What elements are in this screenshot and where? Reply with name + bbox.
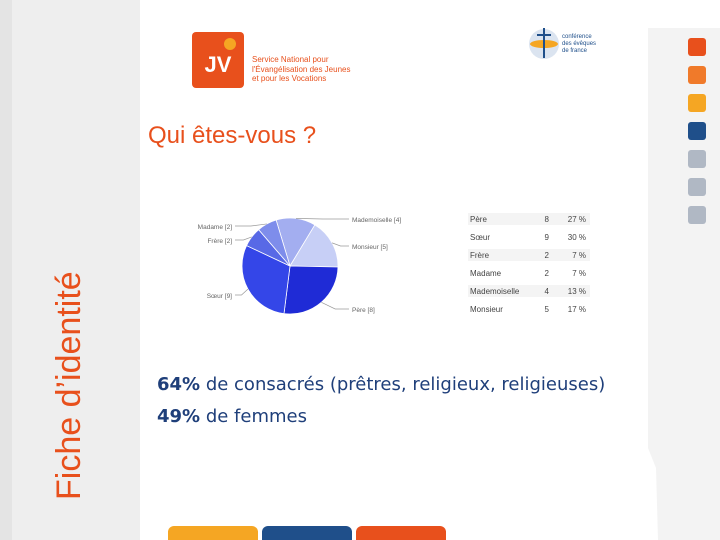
callout-line — [296, 218, 349, 220]
callout-line — [235, 223, 267, 227]
jv-logo: JV — [192, 32, 244, 88]
table-count: 5 — [545, 305, 550, 314]
stat-text: de consacrés (prêtres, religieux, religi… — [200, 374, 606, 395]
table-row-bg — [468, 213, 590, 225]
table-row-bg — [468, 231, 590, 243]
pie-slice — [283, 265, 339, 315]
bottom-color-bar — [356, 526, 446, 540]
stat-line-consacres: 64% de consacrés (prêtres, religieux, re… — [157, 374, 605, 395]
table-category: Frère — [470, 251, 490, 260]
accent-square — [688, 206, 706, 224]
table-row-bg — [468, 267, 590, 279]
accent-square — [688, 122, 706, 140]
stat-line-femmes: 49% de femmes — [157, 406, 307, 427]
jv-logo-letters: JV — [205, 52, 232, 77]
cef-logo — [529, 28, 559, 59]
table-percent: 7 % — [572, 251, 586, 260]
pie-slice — [289, 224, 339, 268]
pie-label: Mademoiselle [4] — [352, 217, 401, 224]
pie-label: Madame [2] — [198, 224, 233, 231]
side-title: Fiche d’identité — [50, 271, 88, 500]
identity-pie-chart: Père [8] Sœur [9] Frère [2] Madame [2] Madem… — [198, 213, 590, 315]
bottom-color-bars — [0, 526, 720, 540]
left-band — [0, 0, 140, 540]
callout-line — [235, 236, 252, 241]
table-percent: 13 % — [568, 287, 586, 296]
pie-label: Père [8] — [352, 307, 375, 314]
accent-squares — [648, 28, 720, 328]
stat-value: 49% — [157, 406, 201, 427]
table-count: 9 — [545, 233, 550, 242]
table-count: 4 — [545, 287, 550, 296]
table-count: 2 — [545, 269, 550, 278]
accent-square — [688, 178, 706, 196]
bottom-color-bar — [262, 526, 352, 540]
table-category: Madame — [470, 269, 502, 278]
callout-line — [331, 242, 349, 247]
table-category: Père — [470, 215, 487, 224]
cef-logo-caption: conférence des évêques de france — [562, 34, 597, 54]
pie-label: Sœur [9] — [207, 293, 232, 300]
page-title: Qui êtes-vous ? — [148, 122, 317, 149]
table-percent: 30 % — [568, 233, 586, 242]
callout-line — [321, 302, 349, 310]
table-row-bg — [468, 303, 590, 315]
table-percent: 27 % — [568, 215, 586, 224]
pie-label: Monsieur [5] — [352, 244, 388, 251]
accent-square — [688, 66, 706, 84]
left-band-edge — [0, 0, 12, 540]
accent-square — [688, 38, 706, 56]
pie-label: Frère [2] — [207, 238, 232, 245]
table-category: Sœur — [470, 233, 490, 242]
table-category: Mademoiselle — [470, 287, 520, 296]
stat-text: de femmes — [200, 406, 307, 427]
table-percent: 17 % — [568, 305, 586, 314]
accent-square — [688, 94, 706, 112]
callout-line — [235, 288, 249, 296]
table-row-bg — [468, 285, 590, 297]
accent-square — [688, 150, 706, 168]
table-count: 8 — [545, 215, 550, 224]
jv-logo-caption: Service National pour l'Évangélisation d… — [252, 55, 351, 83]
table-count: 2 — [545, 251, 550, 260]
table-category: Monsieur — [470, 305, 503, 314]
stat-value: 64% — [157, 374, 201, 395]
table-row-bg — [468, 249, 590, 261]
table-percent: 7 % — [572, 269, 586, 278]
bottom-color-bar — [168, 526, 258, 540]
